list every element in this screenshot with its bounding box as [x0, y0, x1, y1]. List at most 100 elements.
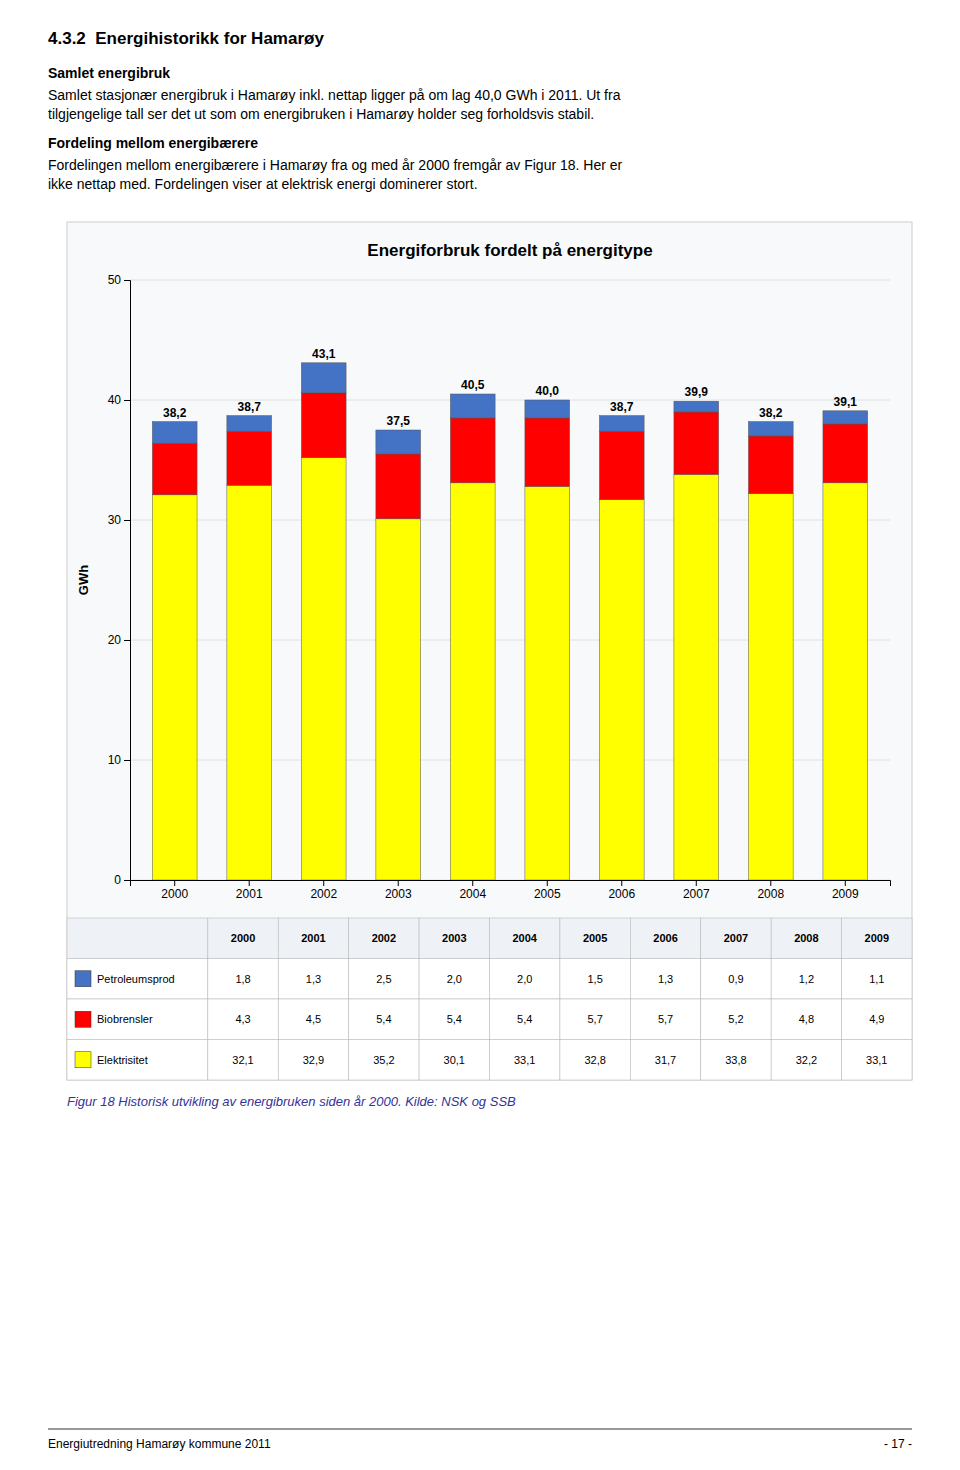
section-text: ikke nettap med. Fordelingen viser at el…: [48, 176, 478, 192]
table-cell: [419, 959, 489, 1000]
bar: [301, 393, 346, 458]
table-cell: [208, 918, 278, 959]
section-heading: Fordeling mellom energibærere: [48, 135, 258, 151]
total-labels: 38,238,743,137,540,540,038,739,938,239,1: [163, 347, 857, 428]
legend-swatch: [75, 1052, 91, 1068]
y-tick: 40: [108, 393, 130, 407]
table-header: 2003: [442, 932, 466, 944]
x-tick-label: 2002: [310, 887, 337, 901]
table-value: 5,4: [447, 1013, 462, 1025]
total-label: 38,2: [163, 406, 187, 420]
y-tick: 0: [114, 873, 130, 887]
table-header: 2002: [372, 932, 396, 944]
table-header: 2008: [794, 932, 818, 944]
page-title: 4.3.2 Energihistorikk for Hamarøy: [48, 29, 324, 48]
table-value: 4,3: [235, 1013, 250, 1025]
bar: [823, 424, 868, 483]
bar: [525, 400, 570, 418]
table-cell: [419, 999, 489, 1040]
bar: [152, 422, 197, 444]
table-value: 5,4: [376, 1013, 391, 1025]
table-value: 4,9: [869, 1013, 884, 1025]
bar: [227, 416, 272, 432]
table-cell: [67, 959, 208, 1000]
table-cell: [701, 999, 771, 1040]
table-cell: [842, 959, 912, 1000]
grid-line: [130, 280, 890, 281]
bar: [525, 486, 570, 880]
tick-mark: [124, 760, 130, 761]
table-cell: [67, 918, 208, 959]
table-cell: [208, 959, 278, 1000]
chart-title: Energiforbruk fordelt på energitype: [367, 241, 652, 260]
tick-mark: [845, 880, 846, 886]
y-tick: 20: [108, 633, 130, 647]
bar: [599, 500, 644, 880]
table-header: 2009: [865, 932, 889, 944]
x-tick: 2009: [832, 880, 859, 901]
table-cell: [842, 918, 912, 959]
bar: [599, 431, 644, 499]
x-tick: 2008: [757, 880, 784, 901]
data-table: 2000200120022003200420052006200720082009…: [67, 918, 912, 1080]
table-cell: [630, 959, 700, 1000]
tick-mark: [696, 880, 697, 886]
bar-series: [152, 458, 867, 880]
y-tick-label: 30: [108, 513, 122, 527]
table-value: 1,8: [235, 973, 250, 985]
table-value: 33,8: [725, 1054, 746, 1066]
bar: [301, 458, 346, 880]
table-value: 5,4: [517, 1013, 532, 1025]
bar: [376, 430, 421, 454]
table-value: 5,7: [587, 1013, 602, 1025]
table-cell: [771, 999, 841, 1040]
chart-box: [67, 222, 912, 1080]
bar: [748, 494, 793, 880]
bar: [748, 436, 793, 494]
table-cell: [771, 959, 841, 1000]
table-cell: [208, 999, 278, 1040]
table-value: 35,2: [373, 1054, 394, 1066]
y-tick-label: 40: [108, 393, 122, 407]
table-cell: [278, 999, 348, 1040]
grid: [130, 280, 890, 880]
table-value: 32,2: [796, 1054, 817, 1066]
table-value: 32,9: [303, 1054, 324, 1066]
axis-line: [124, 281, 131, 881]
y-axis-title: GWh: [76, 565, 91, 595]
table-value: 30,1: [444, 1054, 465, 1066]
table-cell: [771, 918, 841, 959]
bar: [227, 431, 272, 485]
table-cell: [842, 1040, 912, 1081]
table-value: 33,1: [866, 1054, 887, 1066]
table-cell: [278, 918, 348, 959]
x-tick: 2005: [534, 880, 561, 901]
tick-mark: [124, 880, 130, 881]
table-value: 0,9: [728, 973, 743, 985]
table-header: 2000: [231, 932, 255, 944]
section-text: Fordelingen mellom energibærere i Hamarø…: [48, 157, 623, 173]
x-tick-label: 2001: [236, 887, 263, 901]
table-cell: [701, 918, 771, 959]
tick-mark: [547, 880, 548, 886]
table-cell: [419, 1040, 489, 1081]
table-cell: [560, 1040, 630, 1081]
total-label: 39,1: [834, 395, 858, 409]
bar: [823, 411, 868, 424]
table-value: 4,5: [306, 1013, 321, 1025]
table-cell: [630, 918, 700, 959]
total-label: 37,5: [387, 414, 411, 428]
x-tick-label: 2009: [832, 887, 859, 901]
y-tick: 10: [108, 753, 130, 767]
table-value: 1,3: [306, 973, 321, 985]
tick-mark: [124, 640, 130, 641]
y-tick: 30: [108, 513, 130, 527]
x-tick-label: 2004: [459, 887, 486, 901]
table-cell: [67, 1040, 208, 1081]
table-value: 1,3: [658, 973, 673, 985]
bar: [376, 454, 421, 519]
table-cell: [349, 918, 419, 959]
table-cell: [278, 1040, 348, 1081]
bar: [227, 485, 272, 880]
tick-mark: [124, 520, 130, 521]
